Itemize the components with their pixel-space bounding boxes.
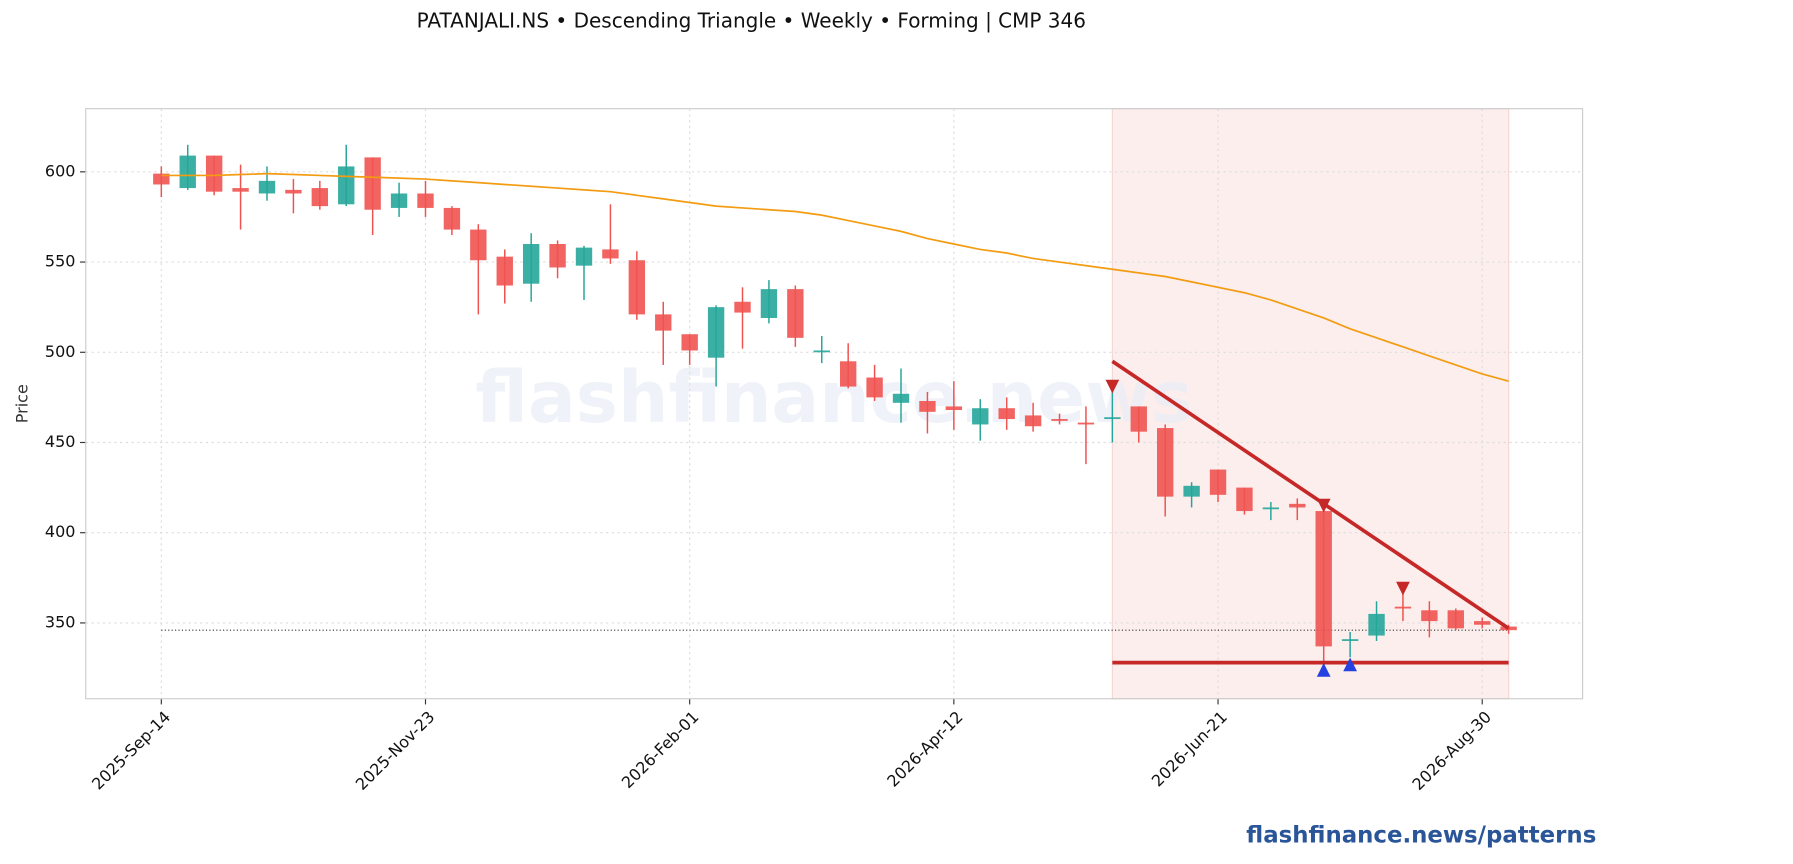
candle-body [787,289,804,338]
candle-body [1051,419,1068,421]
candle-body [1474,621,1491,625]
candle-body [1421,610,1438,622]
x-tick-label: 2025-Sep-14 [88,707,174,793]
candle-body [1262,507,1280,510]
candle-body [1077,422,1095,425]
candle-body [417,193,434,208]
trough-marker [1316,662,1331,677]
candle-body [232,188,249,192]
candle-body [205,155,223,192]
candle-body [972,408,989,425]
candle-body [1183,485,1200,497]
candle-body [1289,503,1306,508]
peak-marker [1105,379,1120,394]
y-axis-label: Price [12,384,31,423]
candle-body [443,207,461,230]
y-tick-label: 550 [45,252,76,271]
candle-body [470,229,487,261]
trough-marker [1343,657,1357,672]
plot-frame [85,108,1584,700]
x-tick-label: 2026-Apr-12 [883,707,966,790]
candle-body [338,166,355,205]
candle-body [364,157,381,210]
x-tick-label: 2025-Nov-23 [352,707,439,794]
footer-link: flashfinance.news/patterns [1246,822,1596,848]
candle-body [628,260,646,315]
candle-body [681,334,698,351]
peak-marker [1316,498,1331,513]
candle-body [998,408,1015,420]
peak-marker [1396,581,1410,596]
x-tick-label: 2026-Aug-30 [1408,707,1495,794]
y-tick-label: 350 [45,612,76,631]
candle-body [1394,606,1412,609]
candle-body [655,314,672,331]
candle-body [892,393,910,403]
candle-body [602,249,619,259]
candle-body [707,307,725,358]
candle-body [1130,406,1147,432]
candle-body [1341,639,1359,641]
candle-body [1024,415,1042,427]
candle-body [813,350,830,353]
candle-body [919,400,936,412]
candle-body [311,188,329,207]
candle-body [1368,613,1385,636]
candle-body [1447,610,1464,629]
watermark: flashfinance.news [475,356,1192,439]
candle-body [496,256,513,286]
y-tick-label: 600 [45,161,76,180]
y-tick-label: 500 [45,342,76,361]
candle-body [945,406,963,411]
candle-body [575,247,593,266]
candle-body [760,289,778,318]
x-tick-label: 2026-Feb-01 [618,707,703,792]
candle-body [839,361,857,387]
candle-body [153,173,170,185]
chart-title: PATANJALI.NS • Descending Triangle • Wee… [417,8,1086,32]
candle-body [522,244,540,284]
candle-body [549,244,566,268]
resistance-line [1111,359,1510,630]
y-tick-label: 450 [45,432,76,451]
candle-body [1209,469,1227,495]
candle-body [1104,417,1121,420]
candle-body [390,193,408,208]
candle-body [285,189,302,194]
candle-body [866,377,883,398]
candle-body [1315,511,1332,647]
y-tick-label: 400 [45,522,76,541]
candle-body [258,180,276,194]
candle-body [1236,487,1253,512]
candle-body [734,301,751,313]
x-tick-label: 2026-Jun-21 [1148,707,1231,790]
candle-body [1157,428,1174,497]
moving-average-line [161,172,1509,382]
candle-body [179,155,196,189]
